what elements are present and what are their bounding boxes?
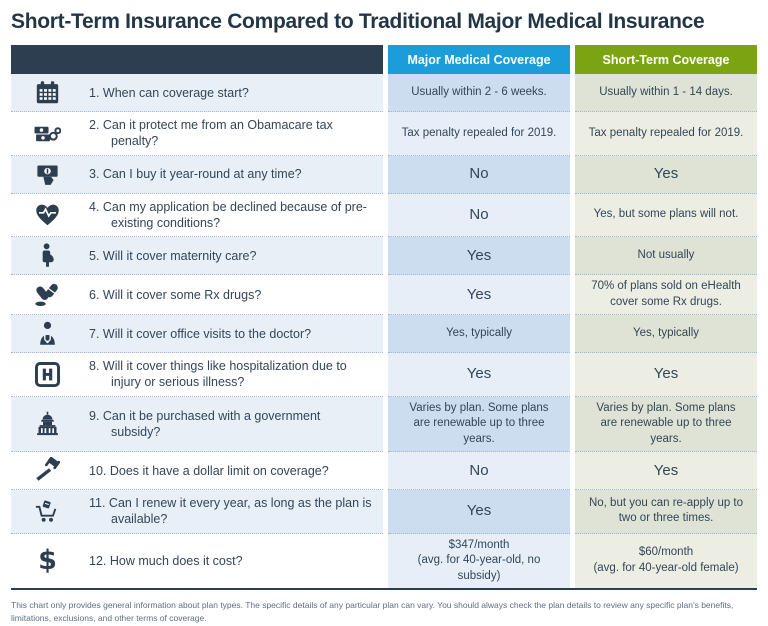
gavel-icon xyxy=(11,457,83,484)
comparison-table: Major Medical Coverage Short-Term Covera… xyxy=(11,45,757,591)
question-text: 9. Can it be purchased with a government… xyxy=(89,408,321,439)
question-cell: 3. Can I buy it year-round at any time? xyxy=(11,155,383,194)
question-cell: 9. Can it be purchased with a government… xyxy=(11,396,383,453)
question-cell: 7. Will it cover office visits to the do… xyxy=(11,315,383,354)
handcuffs-money-icon xyxy=(11,120,83,147)
table-row: 3. Can I buy it year-round at any time? N… xyxy=(11,155,757,194)
short-term-cell: Not usually xyxy=(575,237,757,276)
major-medical-answer: Varies by plan. Some plans are renewable… xyxy=(409,401,549,445)
heart-pulse-icon xyxy=(11,201,83,228)
major-medical-cell: No xyxy=(388,193,570,238)
table-row: 2. Can it protect me from an Obamacare t… xyxy=(11,112,757,156)
table-row: 11. Can I renew it every year, as long a… xyxy=(11,490,757,534)
table-row: 1. When can coverage start? Usually withi… xyxy=(11,74,757,113)
major-medical-cell: No xyxy=(388,155,570,194)
page-title: Short-Term Insurance Compared to Traditi… xyxy=(11,10,705,33)
question-cell: 6. Will it cover some Rx drugs? xyxy=(11,275,383,316)
major-medical-cell: Yes, typically xyxy=(388,315,570,354)
table-row: 6. Will it cover some Rx drugs? Yes 70% of… xyxy=(11,275,757,316)
question-cell: 2. Can it protect me from an Obamacare t… xyxy=(11,112,383,156)
short-term-cell: Usually within 1 - 14 days. xyxy=(575,74,757,113)
table-row: 5. Will it cover maternity care? Yes Not u… xyxy=(11,237,757,276)
question-text: 5. Will it cover maternity care? xyxy=(89,248,257,263)
hospital-icon xyxy=(11,361,83,388)
table-body: 1. When can coverage start? Usually withi… xyxy=(11,74,757,589)
major-medical-answer: No xyxy=(469,205,489,223)
question-text: 10. Does it have a dollar limit on cover… xyxy=(89,463,329,478)
short-term-answer: Yes xyxy=(653,365,679,383)
major-medical-cell: Yes xyxy=(388,237,570,276)
short-term-cell: Varies by plan. Some plans are renewable… xyxy=(575,396,757,453)
short-term-answer: Yes, but some plans will not. xyxy=(593,208,739,221)
short-term-answer: 70% of plans sold on eHealth cover some … xyxy=(591,280,741,308)
question-text: 6. Will it cover some Rx drugs? xyxy=(89,287,262,302)
question-cell: 4. Can my application be declined becaus… xyxy=(11,193,383,238)
short-term-answer: Varies by plan. Some plans are renewable… xyxy=(596,401,736,445)
pregnant-woman-icon xyxy=(11,242,83,269)
money-in-hand-icon xyxy=(11,161,83,188)
table-row: 9. Can it be purchased with a government… xyxy=(11,396,757,453)
major-medical-cell: Varies by plan. Some plans are renewable… xyxy=(388,396,570,453)
major-medical-cell: Yes xyxy=(388,490,570,534)
calendar-icon xyxy=(11,79,83,106)
short-term-cell: Yes xyxy=(575,452,757,491)
major-medical-cell: Yes xyxy=(388,353,570,397)
cart-icon xyxy=(11,498,83,525)
major-medical-column-header: Major Medical Coverage xyxy=(388,45,570,75)
question-cell: 5. Will it cover maternity care? xyxy=(11,237,383,276)
question-text: 3. Can I buy it year-round at any time? xyxy=(89,167,302,182)
short-term-cell: Yes xyxy=(575,155,757,194)
short-term-cell: Tax penalty repealed for 2019. xyxy=(575,112,757,156)
question-text: 8. Will it cover things like hospitaliza… xyxy=(89,359,347,390)
table-row: 4. Can my application be declined becaus… xyxy=(11,193,757,238)
table-row: 10. Does it have a dollar limit on cover… xyxy=(11,452,757,491)
short-term-answer: Tax penalty repealed for 2019. xyxy=(588,126,744,139)
short-term-answer: Yes xyxy=(653,165,679,183)
question-cell: 8. Will it cover things like hospitaliza… xyxy=(11,353,383,397)
major-medical-answer: Yes xyxy=(466,365,492,383)
major-medical-answer: Yes, typically xyxy=(445,326,513,339)
short-term-cell: No, but you can re-apply up to two or th… xyxy=(575,490,757,534)
major-medical-answer: Usually within 2 - 6 weeks. xyxy=(411,85,547,98)
doctor-icon xyxy=(11,320,83,347)
question-text: 2. Can it protect me from an Obamacare t… xyxy=(89,118,333,149)
short-term-answer: No, but you can re-apply up to two or th… xyxy=(588,496,744,525)
major-medical-answer: Tax penalty repealed for 2019. xyxy=(401,126,557,139)
question-cell: 1. When can coverage start? xyxy=(11,74,383,113)
major-medical-answer: No xyxy=(469,461,489,479)
short-term-cell: Yes, but some plans will not. xyxy=(575,193,757,238)
major-medical-answer: Yes xyxy=(466,285,492,303)
question-cell: 11. Can I renew it every year, as long a… xyxy=(11,490,383,534)
short-term-answer: Yes xyxy=(653,461,679,479)
short-term-answer: Yes, typically xyxy=(632,326,700,339)
short-term-cell: 70% of plans sold on eHealth cover some … xyxy=(575,275,757,316)
question-text: 4. Can my application be declined becaus… xyxy=(89,199,367,230)
short-term-answer: Not usually xyxy=(637,248,695,261)
major-medical-answer: Yes xyxy=(466,246,492,264)
short-term-cell: Yes, typically xyxy=(575,315,757,354)
short-term-cell: Yes xyxy=(575,353,757,397)
table-row: 8. Will it cover things like hospitaliza… xyxy=(11,353,757,397)
major-medical-answer: Yes xyxy=(466,502,492,520)
major-medical-cell: Usually within 2 - 6 weeks. xyxy=(388,74,570,113)
short-term-column-header: Short-Term Coverage xyxy=(575,45,757,75)
question-cell: 10. Does it have a dollar limit on cover… xyxy=(11,452,383,491)
major-medical-cell: Yes xyxy=(388,275,570,316)
major-medical-answer: No xyxy=(469,165,489,183)
question-text: 1. When can coverage start? xyxy=(89,85,249,100)
pills-icon xyxy=(11,281,83,308)
question-text: 7. Will it cover office visits to the do… xyxy=(89,326,312,341)
short-term-answer: Usually within 1 - 14 days. xyxy=(599,85,733,98)
question-column-header xyxy=(11,45,383,75)
major-medical-cell: Tax penalty repealed for 2019. xyxy=(388,112,570,156)
major-medical-cell: No xyxy=(388,452,570,491)
question-text: 11. Can I renew it every year, as long a… xyxy=(89,496,372,527)
table-row: 7. Will it cover office visits to the do… xyxy=(11,315,757,354)
capitol-icon xyxy=(11,410,83,437)
table-header-row: Major Medical Coverage Short-Term Covera… xyxy=(11,45,757,75)
disclaimer-text: This chart only provides general informa… xyxy=(11,600,734,624)
